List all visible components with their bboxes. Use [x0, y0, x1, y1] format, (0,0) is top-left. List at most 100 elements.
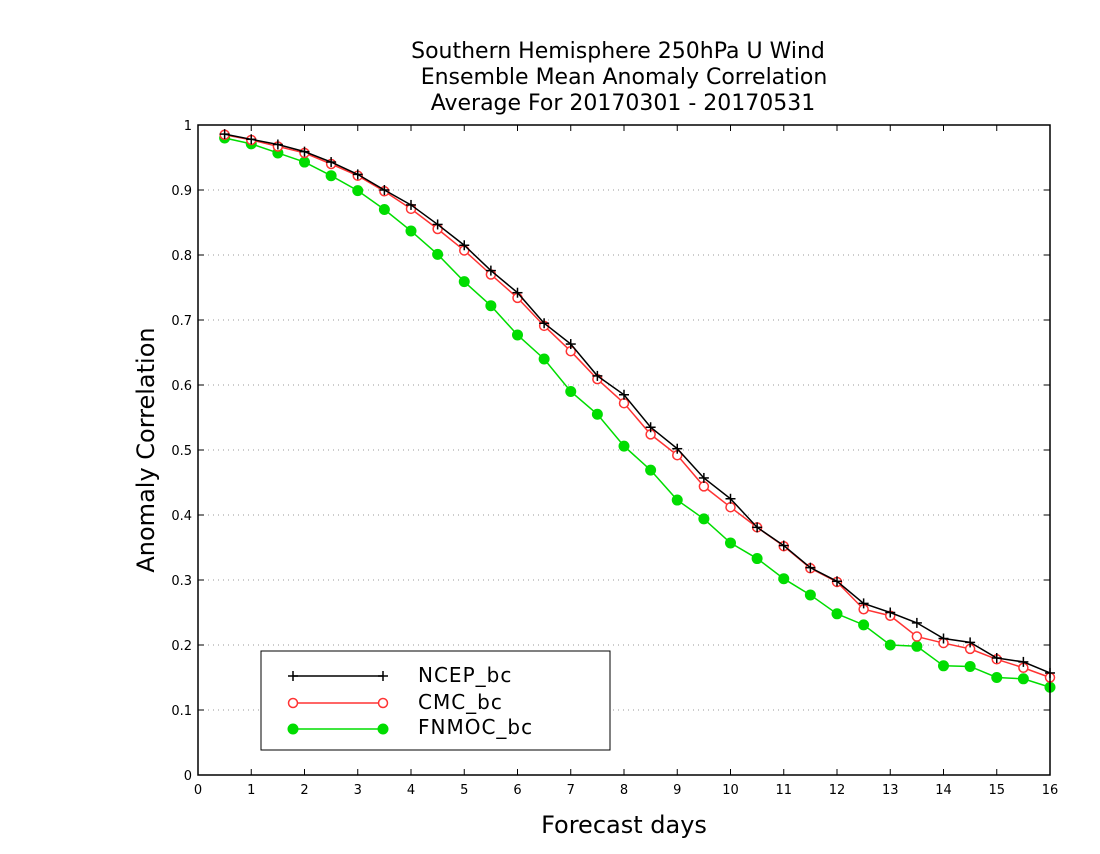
- legend-marker-ncep-bc: [378, 671, 388, 681]
- series-line-ncep-bc: [224, 133, 1051, 674]
- series-line-cmc-bc: [224, 134, 1051, 679]
- legend-marker-cmc-bc: [287, 697, 299, 709]
- legend-box: [260, 650, 611, 751]
- y-tick-label: 0.5: [171, 444, 192, 459]
- y-tick-label: 0.8: [171, 249, 192, 264]
- data-point-fnmoc-bc: [991, 672, 1003, 683]
- legend-marker-cmc-bc: [377, 697, 389, 709]
- x-tick-label: 6: [513, 783, 521, 798]
- data-point-ncep-bc: [1018, 656, 1029, 667]
- ticks-layer: 00.10.20.30.40.50.60.70.80.910 1 2 3 4 5 6 7 8 9 1…: [171, 119, 1058, 798]
- data-point-fnmoc-bc: [645, 464, 657, 476]
- y-tick-label: 0.9: [171, 184, 192, 199]
- x-tick-label: 1: [247, 783, 255, 798]
- data-point-ncep-bc: [991, 653, 1002, 663]
- data-point-fnmoc-bc: [565, 386, 577, 397]
- legend: NCEP_bc CMC_bc FNMOC_bc: [260, 650, 611, 751]
- legend-entries: [287, 671, 389, 735]
- legend-label-fnmoc: FNMOC_bc: [418, 715, 533, 739]
- plot-frame: [197, 124, 1051, 776]
- x-tick-label: 15: [988, 783, 1005, 798]
- x-tick-label: 3: [354, 783, 362, 798]
- data-point-cmc-bc: [911, 631, 923, 642]
- data-point-fnmoc-bc: [964, 660, 976, 672]
- x-axis-label: Forecast days: [541, 811, 707, 839]
- data-point-fnmoc-bc: [405, 225, 417, 237]
- chart-title-line-2: Ensemble Mean Anomaly Correlation: [421, 65, 828, 90]
- data-point-ncep-bc: [246, 134, 257, 145]
- data-point-fnmoc-bc: [671, 494, 683, 506]
- series-line-fnmoc-bc: [224, 137, 1051, 688]
- data-point-ncep-bc: [672, 443, 683, 454]
- data-point-ncep-bc: [512, 287, 523, 298]
- data-point-cmc-bc: [698, 481, 710, 492]
- data-point-fnmoc-bc: [591, 408, 603, 420]
- x-tick-label: 4: [407, 783, 415, 798]
- data-point-ncep-bc: [592, 370, 603, 381]
- data-point-ncep-bc: [885, 607, 896, 618]
- chart-title-line-3: Average For 20170301 - 20170531: [431, 91, 816, 116]
- data-point-ncep-bc: [725, 493, 736, 504]
- y-tick-label: 1: [184, 119, 192, 134]
- series-layer: [219, 129, 1056, 693]
- data-point-fnmoc-bc: [299, 156, 310, 168]
- x-tick-label: 14: [935, 783, 952, 798]
- data-point-ncep-bc: [565, 339, 576, 350]
- data-point-ncep-bc: [459, 240, 470, 251]
- data-point-ncep-bc: [352, 169, 363, 180]
- data-point-ncep-bc: [539, 318, 550, 329]
- legend-marker-fnmoc-bc: [377, 723, 389, 735]
- x-tick-label: 8: [620, 783, 628, 798]
- data-point-ncep-bc: [432, 219, 443, 230]
- data-point-fnmoc-bc: [911, 640, 923, 652]
- x-tick-label: 5: [460, 783, 468, 798]
- data-point-ncep-bc: [965, 637, 976, 648]
- data-point-ncep-bc: [858, 598, 869, 609]
- data-point-ncep-bc: [805, 562, 816, 573]
- data-point-fnmoc-bc: [751, 553, 763, 565]
- y-tick-label: 0.6: [171, 379, 192, 394]
- data-point-ncep-bc: [406, 199, 416, 210]
- data-point-fnmoc-bc: [378, 204, 390, 215]
- y-tick-label: 0.4: [171, 509, 192, 524]
- data-point-ncep-bc: [778, 540, 789, 551]
- data-point-ncep-bc: [272, 139, 283, 150]
- legend-label-ncep: NCEP_bc: [418, 663, 512, 687]
- data-point-fnmoc-bc: [485, 300, 497, 312]
- data-point-fnmoc-bc: [884, 639, 896, 651]
- data-point-ncep-bc: [752, 522, 763, 533]
- data-point-fnmoc-bc: [512, 329, 523, 341]
- x-tick-label: 0: [194, 783, 202, 798]
- data-point-ncep-bc: [326, 157, 337, 168]
- legend-marker-ncep-bc: [288, 671, 298, 681]
- data-point-ncep-bc: [219, 129, 230, 140]
- data-point-fnmoc-bc: [432, 248, 444, 260]
- x-tick-label: 7: [567, 783, 575, 798]
- data-point-ncep-bc: [911, 617, 922, 628]
- data-point-ncep-bc: [485, 265, 496, 276]
- legend-marker-fnmoc-bc: [287, 723, 299, 735]
- data-point-ncep-bc: [379, 185, 390, 195]
- data-point-fnmoc-bc: [831, 608, 843, 620]
- data-point-cmc-bc: [725, 501, 736, 513]
- data-point-ncep-bc: [938, 633, 949, 644]
- y-tick-label: 0.1: [171, 704, 192, 719]
- data-point-fnmoc-bc: [618, 440, 630, 452]
- y-axis-label: Anomaly Correlation: [132, 327, 160, 572]
- data-point-fnmoc-bc: [698, 513, 710, 525]
- data-point-fnmoc-bc: [538, 353, 550, 365]
- data-point-fnmoc-bc: [804, 589, 816, 601]
- x-tick-label: 13: [882, 783, 899, 798]
- data-point-fnmoc-bc: [352, 185, 364, 197]
- data-point-fnmoc-bc: [938, 660, 949, 672]
- data-point-fnmoc-bc: [725, 537, 736, 549]
- legend-label-cmc: CMC_bc: [418, 690, 503, 714]
- x-tick-label: 16: [1042, 783, 1059, 798]
- data-point-fnmoc-bc: [458, 276, 470, 288]
- x-tick-label: 9: [673, 783, 681, 798]
- y-tick-label: 0.2: [171, 639, 192, 654]
- x-tick-label: 2: [300, 783, 308, 798]
- data-point-ncep-bc: [619, 389, 629, 400]
